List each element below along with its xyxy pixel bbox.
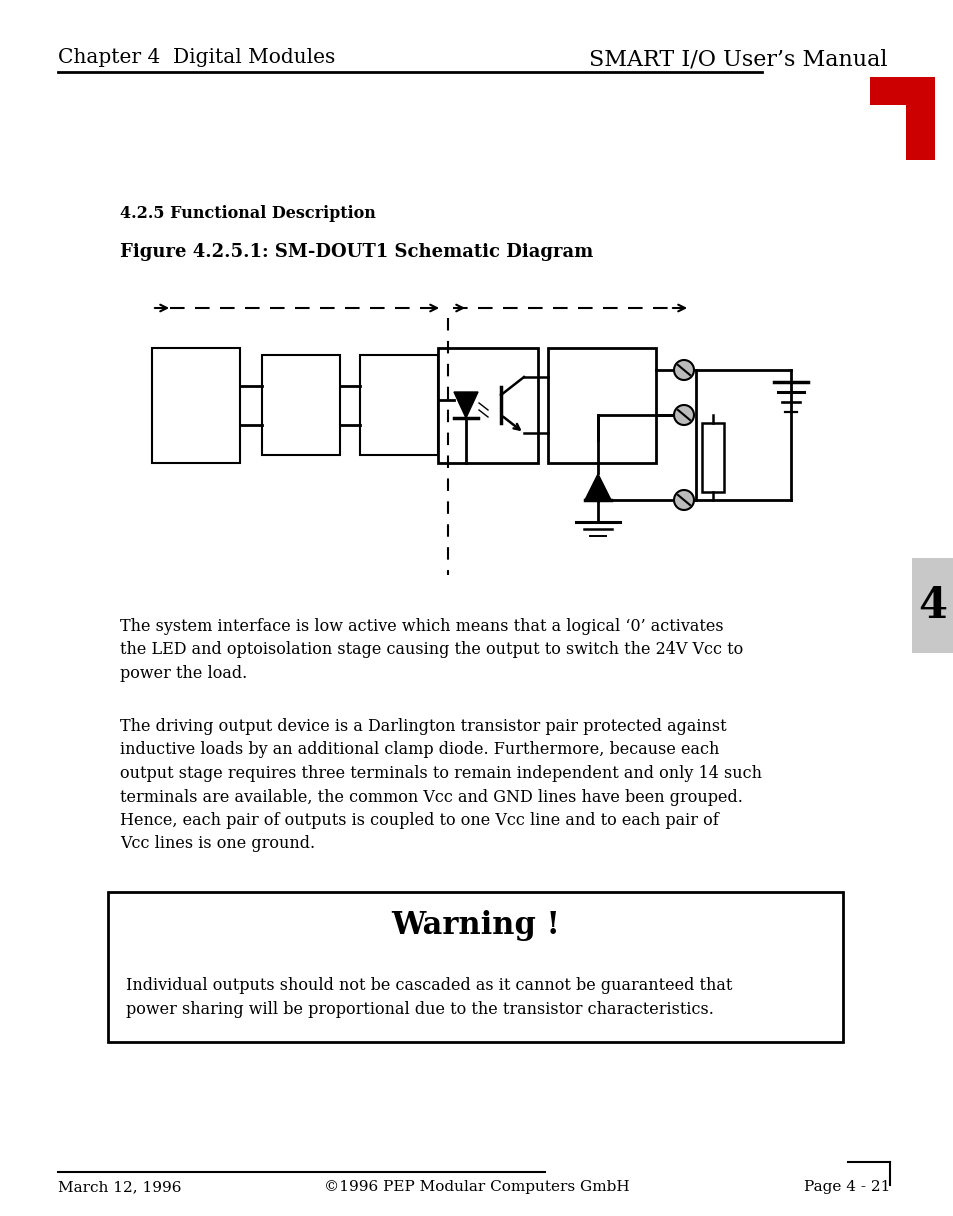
Text: ©1996 PEP Modular Computers GmbH: ©1996 PEP Modular Computers GmbH [324,1180,629,1194]
Text: Figure 4.2.5.1: SM-DOUT1 Schematic Diagram: Figure 4.2.5.1: SM-DOUT1 Schematic Diagr… [120,243,593,261]
Bar [108,893,842,1042]
Bar [911,558,953,653]
Text: SMART I/O User’s Manual: SMART I/O User’s Manual [589,47,887,71]
Bar [869,77,934,105]
Text: Individual outputs should not be cascaded as it cannot be guaranteed that
power : Individual outputs should not be cascade… [126,976,732,1018]
Bar [359,355,437,455]
Text: March 12, 1996: March 12, 1996 [58,1180,181,1194]
Text: The driving output device is a Darlington transistor pair protected against
indu: The driving output device is a Darlingto… [120,717,761,852]
Polygon shape [454,392,477,418]
Text: 4.2.5 Functional Description: 4.2.5 Functional Description [120,206,375,223]
Bar [262,355,339,455]
Polygon shape [584,474,610,500]
Circle shape [673,490,693,510]
Circle shape [673,405,693,426]
Bar [152,348,240,463]
Bar [701,423,723,492]
Text: The system interface is low active which means that a logical ‘0’ activates
the : The system interface is low active which… [120,618,742,682]
Bar [905,105,934,161]
Bar [547,348,656,463]
Circle shape [673,360,693,379]
Text: Warning !: Warning ! [391,910,559,941]
Text: Chapter 4  Digital Modules: Chapter 4 Digital Modules [58,47,335,67]
Bar [437,348,537,463]
Text: 4: 4 [918,585,946,626]
Text: Page 4 - 21: Page 4 - 21 [802,1180,889,1194]
